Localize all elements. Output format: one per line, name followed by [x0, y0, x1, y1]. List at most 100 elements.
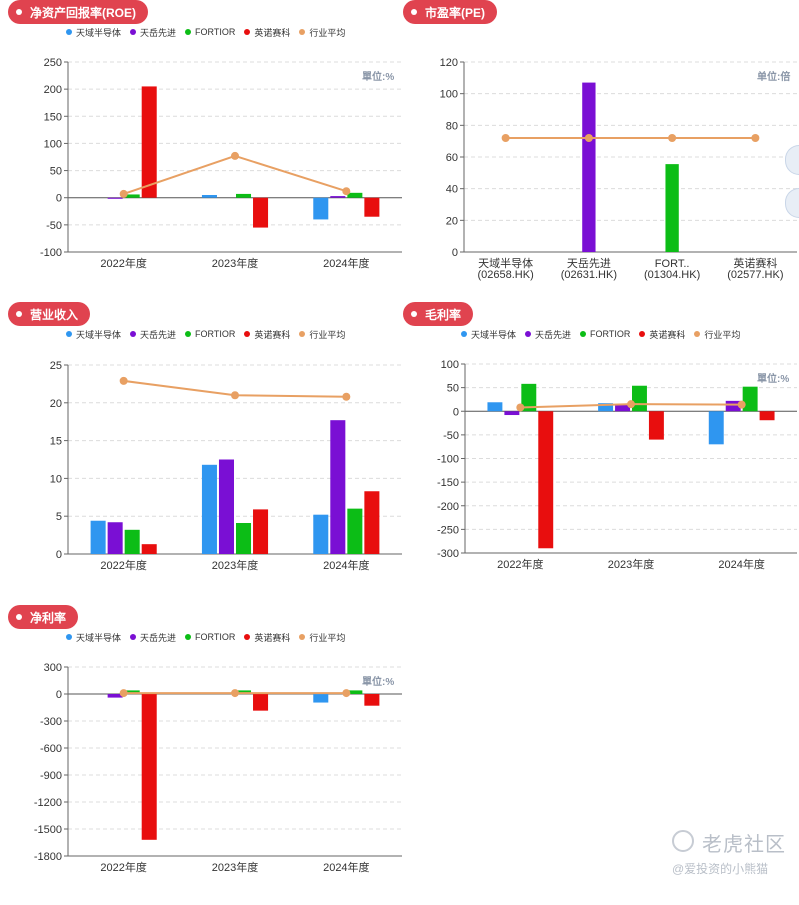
legend-item[interactable]: 天域半导体 — [66, 26, 121, 39]
bar-mark[interactable] — [107, 694, 123, 698]
bar-mark[interactable] — [141, 544, 157, 554]
bar-mark[interactable] — [648, 411, 664, 440]
bar-mark[interactable] — [236, 193, 252, 198]
average-point[interactable] — [342, 392, 351, 401]
bar-mark[interactable] — [487, 402, 503, 412]
average-point[interactable] — [119, 376, 128, 385]
y-tick-label: 40 — [446, 184, 458, 196]
legend-item[interactable]: 天域半导体 — [66, 328, 121, 341]
legend-item[interactable]: 英诺赛科 — [244, 328, 290, 341]
legend-label: 行业平均 — [309, 632, 346, 643]
bar-mark[interactable] — [253, 694, 269, 711]
average-point[interactable] — [751, 134, 760, 142]
bar-mark[interactable] — [364, 694, 380, 706]
average-point[interactable] — [231, 391, 239, 400]
bar-mark[interactable] — [504, 411, 520, 416]
pe-chart-title[interactable]: 市盈率(PE) — [403, 0, 498, 24]
bar-mark[interactable] — [538, 411, 554, 549]
bullet-icon — [411, 311, 417, 317]
bar-mark[interactable] — [253, 509, 269, 554]
y-tick-label: -50 — [46, 220, 62, 232]
average-point[interactable] — [501, 134, 510, 142]
legend-item[interactable]: FORTIOR — [580, 329, 630, 339]
bar-mark[interactable] — [313, 514, 329, 554]
legend-item[interactable]: 行业平均 — [299, 631, 345, 644]
bar-mark[interactable] — [347, 690, 363, 694]
bar-mark[interactable] — [201, 195, 217, 198]
bar-mark[interactable] — [313, 197, 329, 220]
revenue-chart-title[interactable]: 营业收入 — [8, 302, 91, 326]
legend-item[interactable]: 英诺赛科 — [244, 26, 290, 39]
bar-mark[interactable] — [582, 82, 596, 252]
average-point[interactable] — [516, 403, 525, 412]
legend-item[interactable]: 天域半导体 — [461, 328, 516, 341]
legend-item[interactable]: 天岳先进 — [130, 631, 176, 644]
legend-item[interactable]: FORTIOR — [185, 27, 235, 37]
bar-mark[interactable] — [107, 197, 123, 199]
bar-mark[interactable] — [218, 459, 234, 555]
bar-mark[interactable] — [253, 197, 269, 228]
bar-mark[interactable] — [364, 491, 380, 554]
legend-item[interactable]: FORTIOR — [185, 632, 235, 642]
bar-mark[interactable] — [141, 86, 157, 198]
pe-chart-svg: 0 20 40 60 80 100 120 天域半导体(02658.HK) 天岳先进(02631… — [440, 57, 797, 281]
bar-mark[interactable] — [107, 522, 123, 554]
bar-mark[interactable] — [759, 411, 775, 421]
legend-item[interactable]: 行业平均 — [694, 328, 740, 341]
bar-mark[interactable] — [598, 403, 614, 412]
legend-item[interactable]: 天域半导体 — [66, 631, 121, 644]
average-point[interactable] — [119, 689, 128, 698]
y-tick-label: 120 — [440, 57, 458, 69]
legend-label: 英诺赛科 — [254, 329, 291, 340]
roe-legend: 天域半导体 天岳先进 FORTIOR 英诺赛科 行业平均 — [66, 25, 345, 39]
legend-item[interactable]: 天岳先进 — [130, 328, 176, 341]
legend-item[interactable]: 行业平均 — [299, 26, 345, 39]
bar-mark[interactable] — [90, 520, 106, 554]
gross-chart-title[interactable]: 毛利率 — [403, 302, 474, 326]
roe-chart-title[interactable]: 净资产回报率(ROE) — [8, 0, 148, 24]
average-point[interactable] — [627, 400, 635, 409]
bar-mark[interactable] — [364, 197, 380, 217]
gross-chart-svg: -300 -250 -200 -150 -100 -50 0 50 100 2022年度 2023年… — [437, 359, 797, 571]
bar-mark[interactable] — [141, 694, 157, 840]
bar-mark[interactable] — [124, 529, 140, 554]
bar-mark[interactable] — [313, 694, 329, 703]
legend-item[interactable]: 天岳先进 — [525, 328, 571, 341]
bar-mark[interactable] — [708, 411, 724, 445]
legend-item[interactable]: FORTIOR — [185, 329, 235, 339]
legend-item[interactable]: 英诺赛科 — [244, 631, 290, 644]
bar-mark[interactable] — [725, 400, 741, 412]
bar-mark[interactable] — [347, 192, 363, 198]
average-point[interactable] — [584, 134, 593, 142]
average-point[interactable] — [668, 134, 677, 142]
x-tick-label: 天岳先进 — [567, 257, 611, 270]
legend-swatch-icon — [299, 331, 306, 337]
average-point[interactable] — [737, 400, 746, 409]
bar-mark[interactable] — [615, 404, 630, 412]
average-point[interactable] — [342, 187, 351, 196]
average-point[interactable] — [231, 689, 239, 698]
roe-chart-title-text: 净资产回报率(ROE) — [30, 5, 136, 20]
average-point[interactable] — [119, 189, 128, 198]
x-tick-label: 2022年度 — [100, 860, 146, 874]
average-point[interactable] — [231, 151, 239, 160]
y-tick-label: 0 — [56, 193, 62, 205]
bar-mark[interactable] — [521, 383, 537, 412]
bar-mark[interactable] — [201, 464, 217, 554]
legend-item[interactable]: 英诺赛科 — [639, 328, 685, 341]
bar-mark[interactable] — [742, 386, 758, 412]
legend-item[interactable]: 行业平均 — [299, 328, 345, 341]
bar-mark[interactable] — [632, 385, 647, 412]
y-tick-label: 100 — [44, 138, 62, 150]
bar-mark[interactable] — [347, 508, 363, 554]
net-chart-title[interactable]: 净利率 — [8, 605, 79, 629]
bar-mark[interactable] — [330, 420, 346, 554]
bar-mark[interactable] — [665, 164, 679, 252]
bar-mark[interactable] — [236, 523, 252, 554]
average-point[interactable] — [342, 689, 351, 698]
bar-mark[interactable] — [330, 196, 346, 198]
x-tick-label: 2023年度 — [212, 860, 258, 874]
bar-mark[interactable] — [124, 194, 140, 198]
y-tick-label: -150 — [437, 477, 459, 489]
legend-item[interactable]: 天岳先进 — [130, 26, 176, 39]
